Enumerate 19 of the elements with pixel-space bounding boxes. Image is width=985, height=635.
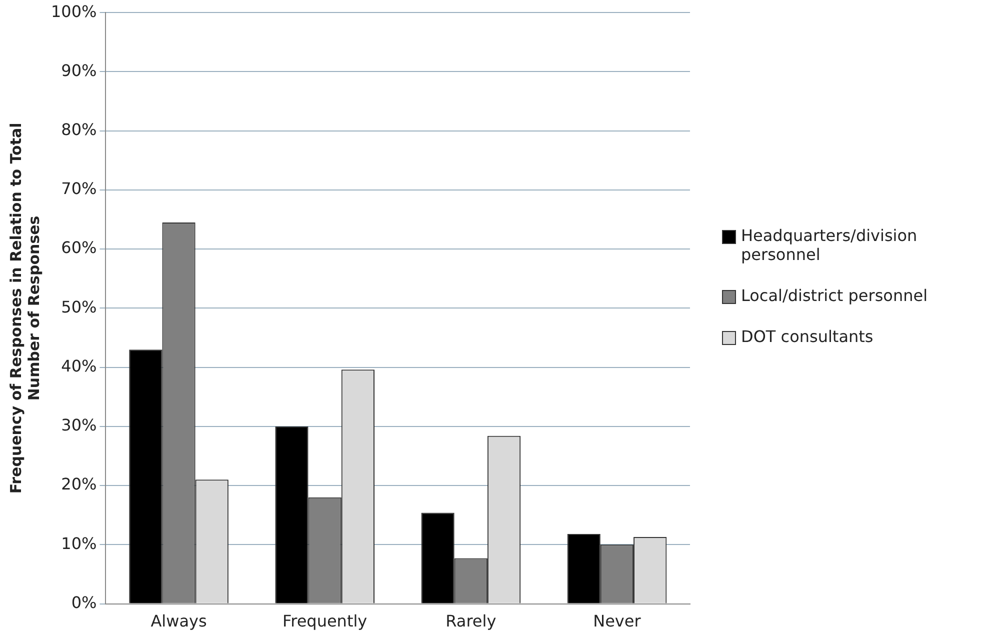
y-tick-label: 80% — [61, 120, 97, 139]
legend-label: DOT consultants — [741, 327, 874, 346]
y-tick-label: 70% — [61, 179, 97, 198]
x-tick-label: Always — [150, 612, 207, 631]
y-axis-title: Frequency of Responses in Relation to Total Number of Responses — [6, 122, 43, 494]
x-tick-label: Rarely — [446, 612, 496, 631]
y-tick-label: 10% — [61, 534, 97, 553]
y-tick-label: 30% — [61, 416, 97, 435]
y-tick-label: 60% — [61, 238, 97, 258]
y-tick-label: 100% — [50, 2, 97, 21]
y-tick-label: 40% — [61, 356, 97, 376]
y-tick-label: 0% — [71, 592, 97, 612]
y-tick-label: 50% — [61, 297, 97, 316]
legend-label: Headquarters/division personnel — [741, 226, 918, 264]
legend-label: Local/district personnel — [741, 286, 928, 305]
x-tick-label: Never — [593, 612, 642, 631]
x-tick-label: Frequently — [282, 612, 368, 631]
y-tick-label: 90% — [61, 60, 97, 80]
y-tick-label: 20% — [61, 474, 97, 494]
